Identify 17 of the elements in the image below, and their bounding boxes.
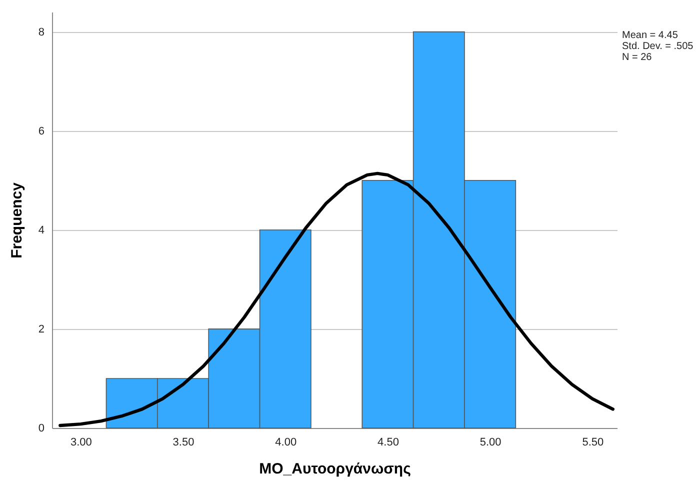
x-tick-label: 4.00 xyxy=(275,436,297,448)
text: Mean = 4.45 xyxy=(622,30,679,41)
y-tick-label: 8 xyxy=(38,26,44,38)
y-tick-label: 6 xyxy=(38,125,44,138)
line-series xyxy=(58,172,615,428)
text: N = 26 xyxy=(622,52,653,63)
x-tick-label: 3.50 xyxy=(172,436,194,448)
x-tick-label: 5.50 xyxy=(582,436,604,448)
y-tick-label: 4 xyxy=(38,224,44,236)
text: Std. Dev. = .505 xyxy=(622,41,694,52)
y-axis-title: Frequency xyxy=(8,182,26,258)
x-tick-label: 3.00 xyxy=(70,436,92,448)
x-axis-title: ΜΟ_Αυτοοργάνωσης xyxy=(259,460,412,478)
y-tick-label: 2 xyxy=(38,323,44,336)
x-tick-label: 5.00 xyxy=(480,436,502,448)
x-tick-label: 4.50 xyxy=(378,436,399,448)
y-tick-label: 0 xyxy=(38,422,44,434)
